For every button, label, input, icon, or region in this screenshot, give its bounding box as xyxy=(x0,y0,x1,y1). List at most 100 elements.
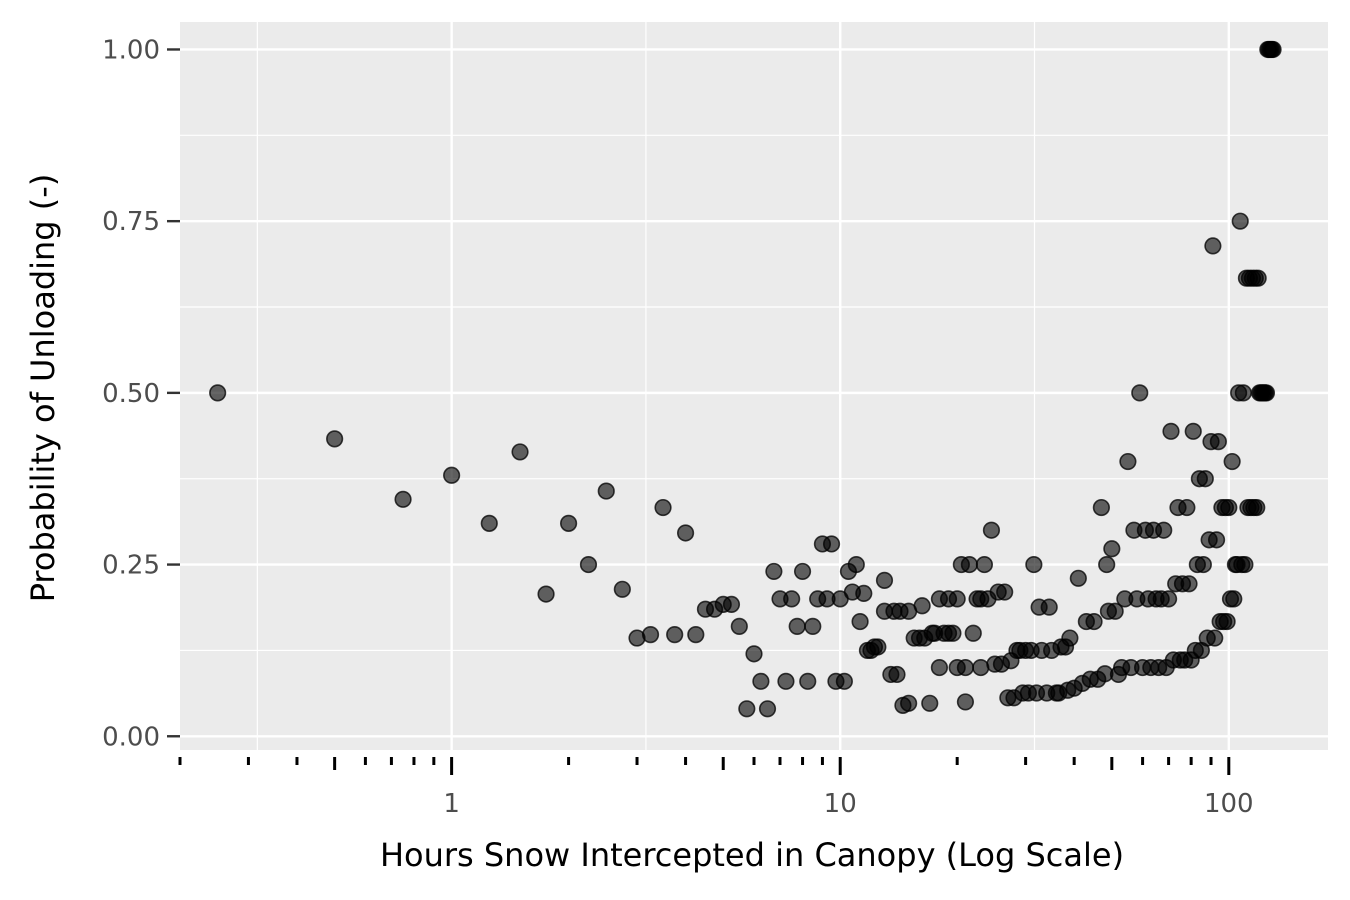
data-point xyxy=(1223,452,1241,471)
data-point xyxy=(1220,498,1238,517)
data-point xyxy=(822,535,841,553)
data-point xyxy=(738,700,756,718)
data-point xyxy=(443,466,461,484)
data-point xyxy=(975,555,994,574)
data-point xyxy=(641,626,660,644)
data-point xyxy=(1061,629,1079,647)
data-point xyxy=(1160,590,1178,608)
data-point xyxy=(793,562,812,581)
data-point xyxy=(1092,498,1110,517)
data-point xyxy=(1264,40,1282,59)
data-point xyxy=(869,638,887,656)
y-tick-label: 0.00 xyxy=(102,722,160,752)
data-points xyxy=(209,40,1282,718)
data-point xyxy=(996,583,1014,601)
data-point xyxy=(930,658,949,677)
data-point xyxy=(597,482,615,500)
data-point xyxy=(960,555,978,574)
data-point xyxy=(956,658,975,677)
data-point xyxy=(1098,555,1116,574)
data-point xyxy=(964,624,982,642)
data-point xyxy=(1162,422,1180,440)
data-point xyxy=(1085,612,1103,631)
x-axis-title: Hours Snow Intercepted in Canopy (Log Sc… xyxy=(380,836,1124,874)
data-point xyxy=(613,580,631,598)
data-point xyxy=(804,617,822,635)
data-point xyxy=(1103,540,1121,558)
data-point xyxy=(1231,212,1249,230)
data-point xyxy=(765,562,783,581)
data-point xyxy=(1236,555,1254,574)
data-point xyxy=(1257,384,1276,402)
data-point xyxy=(835,672,853,690)
x-tick-label: 100 xyxy=(1204,789,1254,819)
data-point xyxy=(1025,555,1043,574)
data-point xyxy=(900,694,918,712)
data-point xyxy=(948,590,966,608)
data-point xyxy=(1194,555,1212,574)
data-point xyxy=(1040,598,1058,616)
data-point xyxy=(687,626,705,644)
x-tick-label: 1 xyxy=(443,789,460,819)
data-point xyxy=(745,645,763,663)
data-point xyxy=(1249,269,1267,287)
data-point xyxy=(1106,602,1124,620)
data-point xyxy=(1207,531,1226,549)
minor-gridlines xyxy=(180,22,1328,750)
y-tick-label: 1.00 xyxy=(102,35,160,65)
data-point xyxy=(394,490,412,508)
data-point xyxy=(855,584,873,603)
plot-panel xyxy=(180,22,1328,750)
data-point xyxy=(730,617,748,635)
y-tick-label: 0.25 xyxy=(102,551,160,581)
data-point xyxy=(1204,237,1222,255)
data-point xyxy=(326,430,344,448)
data-point xyxy=(851,612,869,631)
data-point xyxy=(921,694,939,712)
data-point xyxy=(956,693,975,711)
data-point xyxy=(676,524,695,542)
data-point xyxy=(788,617,806,635)
data-point xyxy=(758,700,777,718)
data-point xyxy=(666,626,684,644)
data-point xyxy=(480,514,498,532)
x-tick-label: 10 xyxy=(824,789,857,819)
data-point xyxy=(511,443,529,461)
data-point xyxy=(752,672,770,690)
data-point xyxy=(1155,521,1173,539)
data-point xyxy=(847,555,865,574)
data-point xyxy=(1209,433,1227,451)
data-point xyxy=(1069,569,1087,587)
data-point xyxy=(1184,422,1202,440)
data-point xyxy=(1234,384,1252,402)
data-point xyxy=(1206,629,1224,647)
data-point xyxy=(722,595,741,614)
data-point xyxy=(579,555,598,574)
data-point xyxy=(1218,612,1236,631)
y-axis: 0.00 0.25 0.50 0.75 1.00 xyxy=(102,35,180,752)
data-point xyxy=(1131,384,1149,402)
data-point xyxy=(944,624,962,642)
x-axis: 1 10 100 xyxy=(178,757,1254,819)
data-point xyxy=(875,571,894,589)
y-axis-title: Probability of Unloading (-) xyxy=(24,174,62,603)
data-point xyxy=(1180,575,1198,593)
y-tick-label: 0.50 xyxy=(102,379,160,409)
data-point xyxy=(1196,470,1214,488)
data-point xyxy=(559,514,578,532)
data-point xyxy=(1225,590,1243,608)
data-point xyxy=(799,672,817,690)
data-point xyxy=(972,658,990,677)
data-point xyxy=(888,665,906,684)
data-point xyxy=(783,590,801,608)
y-tick-label: 0.75 xyxy=(102,207,160,237)
data-point xyxy=(982,521,1001,539)
data-point xyxy=(209,384,227,402)
data-point xyxy=(1248,498,1266,517)
data-point xyxy=(777,672,795,690)
data-point xyxy=(1178,498,1196,517)
data-point xyxy=(1119,452,1137,471)
data-point xyxy=(913,597,931,615)
data-point xyxy=(654,498,672,517)
